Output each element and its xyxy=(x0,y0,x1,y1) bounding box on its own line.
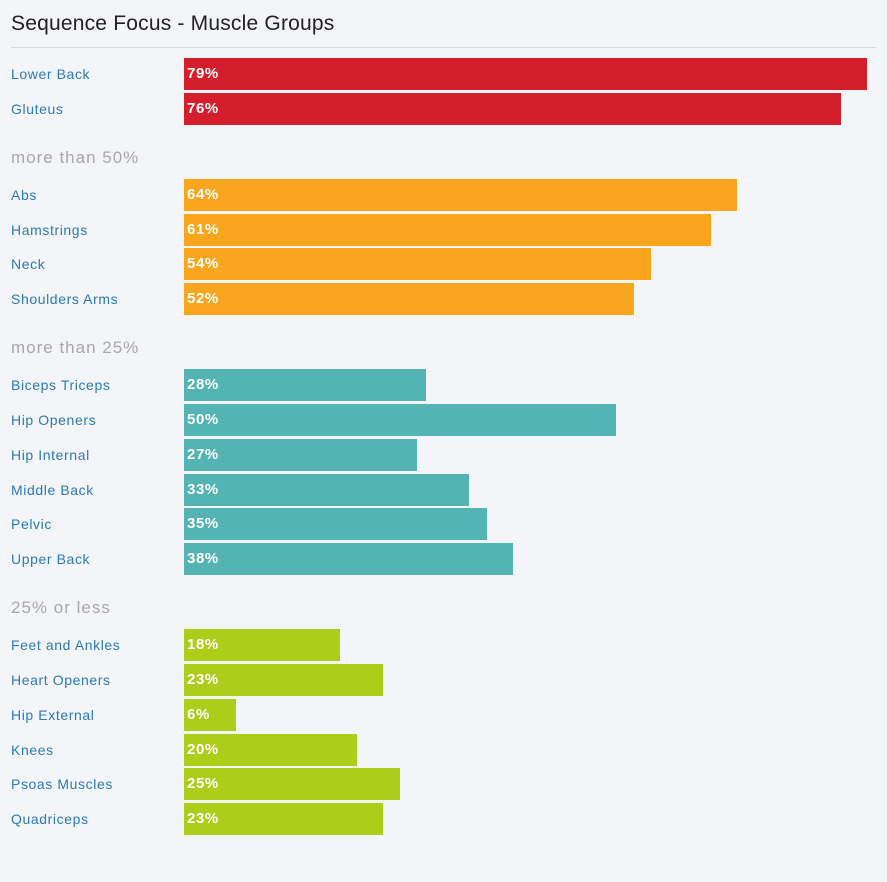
bar-abs: 64% xyxy=(184,179,737,211)
muscle-label-shoulders-arms[interactable]: Shoulders Arms xyxy=(11,291,119,307)
muscle-label-upper-back[interactable]: Upper Back xyxy=(11,551,91,567)
chart-title: Sequence Focus - Muscle Groups xyxy=(11,12,335,35)
muscle-label-hamstrings[interactable]: Hamstrings xyxy=(11,222,88,238)
bar-value-label: 33% xyxy=(187,481,219,498)
bar-value-label: 28% xyxy=(187,376,219,393)
bar-hip-external: 6% xyxy=(184,699,236,731)
muscle-label-hip-external[interactable]: Hip External xyxy=(11,707,95,723)
bar-psoas-muscles: 25% xyxy=(184,768,400,800)
bar-value-label: 64% xyxy=(187,186,219,203)
bar-value-label: 27% xyxy=(187,446,219,463)
muscle-label-neck[interactable]: Neck xyxy=(11,256,46,272)
bar-value-label: 23% xyxy=(187,810,219,827)
bar-value-label: 25% xyxy=(187,775,219,792)
bar-lower-back: 79% xyxy=(184,58,867,90)
bar-value-label: 54% xyxy=(187,255,219,272)
group-heading-more-than-25: more than 25% xyxy=(11,338,140,358)
bar-value-label: 23% xyxy=(187,671,219,688)
muscle-label-hip-internal[interactable]: Hip Internal xyxy=(11,447,90,463)
bar-quadriceps: 23% xyxy=(184,803,383,835)
bar-upper-back: 38% xyxy=(184,543,513,575)
bar-neck: 54% xyxy=(184,248,651,280)
muscle-label-hip-openers[interactable]: Hip Openers xyxy=(11,412,97,428)
muscle-label-heart-openers[interactable]: Heart Openers xyxy=(11,672,111,688)
bar-value-label: 6% xyxy=(187,706,210,723)
title-divider xyxy=(11,47,876,48)
bar-hamstrings: 61% xyxy=(184,214,711,246)
bar-value-label: 20% xyxy=(187,741,219,758)
bar-biceps-triceps: 28% xyxy=(184,369,426,401)
muscle-label-middle-back[interactable]: Middle Back xyxy=(11,482,94,498)
bar-value-label: 18% xyxy=(187,636,219,653)
bar-knees: 20% xyxy=(184,734,357,766)
bar-value-label: 52% xyxy=(187,290,219,307)
bar-middle-back: 33% xyxy=(184,474,469,506)
group-heading-more-than-50: more than 50% xyxy=(11,147,140,167)
bar-hip-openers: 50% xyxy=(184,404,616,436)
bar-shoulders-arms: 52% xyxy=(184,283,634,315)
muscle-label-abs[interactable]: Abs xyxy=(11,187,37,203)
muscle-label-psoas-muscles[interactable]: Psoas Muscles xyxy=(11,776,113,792)
muscle-label-knees[interactable]: Knees xyxy=(11,742,54,758)
muscle-label-quadriceps[interactable]: Quadriceps xyxy=(11,811,89,827)
bar-heart-openers: 23% xyxy=(184,664,383,696)
muscle-label-lower-back[interactable]: Lower Back xyxy=(11,66,91,82)
bar-feet-and-ankles: 18% xyxy=(184,629,340,661)
bar-gluteus: 76% xyxy=(184,93,841,125)
muscle-label-feet-and-ankles[interactable]: Feet and Ankles xyxy=(11,637,121,653)
bar-value-label: 79% xyxy=(187,65,219,82)
bar-hip-internal: 27% xyxy=(184,439,417,471)
muscle-label-pelvic[interactable]: Pelvic xyxy=(11,516,52,532)
muscle-label-biceps-triceps[interactable]: Biceps Triceps xyxy=(11,377,111,393)
bar-value-label: 76% xyxy=(187,100,219,117)
bar-value-label: 61% xyxy=(187,221,219,238)
bar-value-label: 50% xyxy=(187,411,219,428)
muscle-label-gluteus[interactable]: Gluteus xyxy=(11,101,64,117)
group-heading-25-or-less: 25% or less xyxy=(11,598,111,618)
bar-value-label: 35% xyxy=(187,515,219,532)
bar-value-label: 38% xyxy=(187,550,219,567)
bar-pelvic: 35% xyxy=(184,508,487,540)
